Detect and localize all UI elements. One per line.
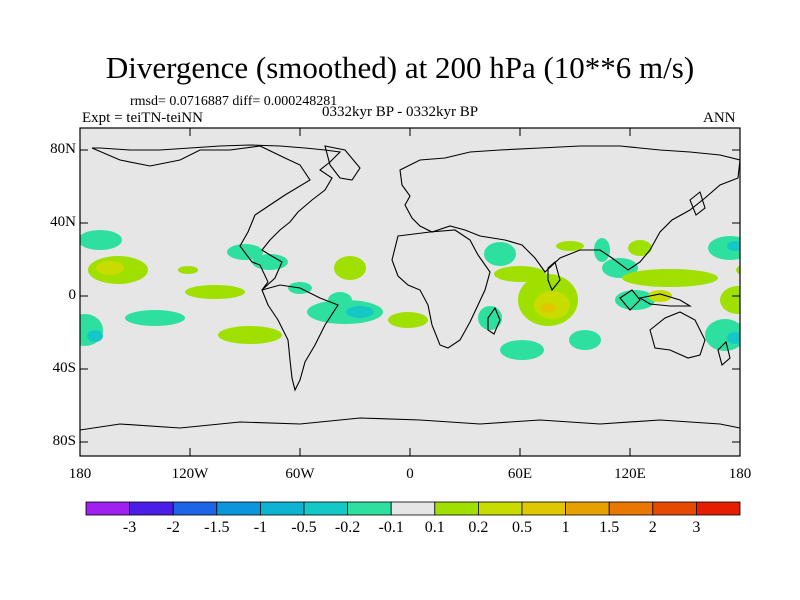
colorbar-swatch: [259, 501, 305, 516]
colorbar-swatch: [129, 501, 174, 516]
axis-ticks: [79, 128, 741, 456]
colorbar: [85, 501, 741, 516]
experiment-label: Expt = teiTN-teiNN: [82, 110, 203, 126]
colorbar-label: 3: [692, 519, 701, 536]
colorbar-swatch: [565, 501, 610, 516]
map-title: Divergence (smoothed) at 200 hPa (10**6 …: [105, 50, 695, 85]
lat-label-40n: 40N: [50, 214, 76, 230]
lat-label-80n: 80N: [50, 141, 76, 157]
coastlines: [80, 144, 740, 431]
colorbar-swatch: [347, 501, 392, 516]
colorbar-label: 2: [648, 519, 657, 536]
colorbar-swatch: [434, 501, 479, 516]
period-label: 0332kyr BP - 0332kyr BP: [322, 104, 479, 120]
season-label: ANN: [703, 110, 736, 126]
colorbar-swatch: [696, 501, 741, 516]
colorbar-label: 0.2: [468, 519, 489, 536]
lon-label-0: 0: [406, 466, 414, 482]
lon-label-60w: 60W: [285, 466, 315, 482]
lon-label-60e: 60E: [507, 466, 533, 482]
colorbar-swatch: [85, 501, 130, 516]
lat-label-40s: 40S: [52, 360, 76, 376]
colorbar-swatch: [303, 501, 348, 516]
stats-text: rmsd= 0.0716887 diff= 0.000248281: [130, 94, 338, 109]
lon-label-180w: 180: [68, 466, 92, 482]
colorbar-label: -1: [253, 519, 268, 536]
colorbar-label: -1.5: [204, 519, 230, 536]
colorbar-swatch: [216, 501, 261, 516]
colorbar-swatch: [652, 501, 697, 516]
colorbar-label: 1.5: [599, 519, 620, 536]
colorbar-swatch: [390, 501, 436, 516]
lon-label-120e: 120E: [614, 466, 646, 482]
colorbar-label: -3: [122, 519, 137, 536]
colorbar-swatch: [608, 501, 654, 516]
lon-label-180e: 180: [728, 466, 752, 482]
colorbar-label: 0.5: [512, 519, 532, 536]
colorbar-label: -2: [166, 519, 180, 536]
lat-label-80s: 80S: [52, 433, 76, 449]
colorbar-label: 1: [561, 519, 570, 536]
lon-label-120w: 120W: [171, 466, 209, 482]
colorbar-label: -0.2: [334, 519, 361, 536]
colorbar-label: 0.1: [424, 519, 445, 536]
colorbar-swatch: [172, 501, 218, 516]
colorbar-label: -0.5: [291, 519, 317, 536]
colorbar-swatch: [477, 501, 523, 516]
lat-label-0: 0: [68, 287, 77, 303]
positive-divergence-patches: [88, 240, 740, 344]
colorbar-swatch: [521, 501, 566, 516]
colorbar-label: -0.1: [378, 519, 404, 536]
divergence-field: [80, 144, 740, 431]
